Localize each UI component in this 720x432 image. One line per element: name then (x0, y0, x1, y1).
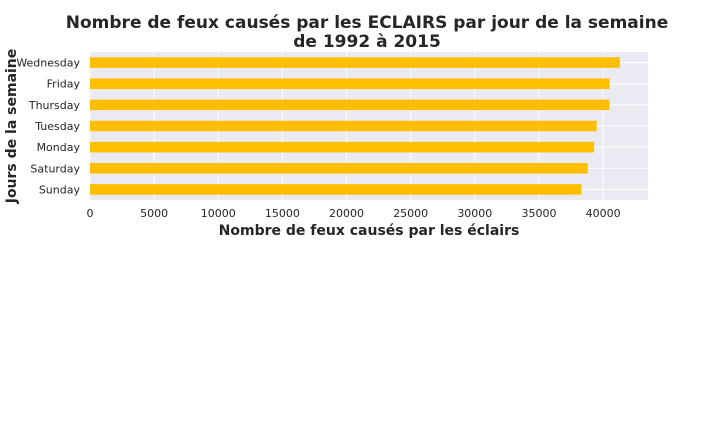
bar-friday (90, 78, 610, 89)
bar-tuesday (90, 120, 597, 132)
y-tick-labels: Wednesday Friday Thursday Tuesday Monday Satu… (16, 57, 80, 197)
bar-wednesday (90, 57, 620, 68)
x-tick-label: 20000 (329, 207, 364, 220)
chart-title-line-2: de 1992 à 2015 (293, 32, 441, 52)
y-tick-label: Saturday (30, 162, 80, 175)
x-tick-label: 25000 (393, 207, 428, 220)
x-tick-labels: 0 5000 10000 15000 20000 25000 30000 35000 40000 (87, 207, 621, 220)
bars (90, 57, 620, 195)
y-tick-label: Wednesday (16, 57, 80, 70)
x-tick-label: 40000 (586, 207, 621, 220)
y-tick-label: Thursday (28, 99, 81, 112)
bar-thursday (90, 99, 610, 111)
y-tick-label: Friday (47, 78, 81, 91)
x-tick-label: 10000 (201, 207, 236, 220)
x-tick-label: 30000 (457, 207, 492, 220)
y-tick-label: Monday (37, 141, 81, 154)
bar-saturday (90, 163, 588, 174)
x-tick-label: 35000 (521, 207, 556, 220)
x-axis-label: Nombre de feux causés par les éclairs (219, 223, 520, 239)
x-tick-label: 15000 (265, 207, 300, 220)
x-tick-label: 5000 (140, 207, 168, 220)
y-tick-label: Tuesday (34, 120, 80, 133)
bar-sunday (90, 184, 582, 195)
x-tick-label: 0 (87, 207, 94, 220)
y-axis-label: Jours de la semaine (4, 49, 20, 205)
chart-title-line-1: Nombre de feux causés par les ECLAIRS pa… (66, 13, 668, 33)
y-tick-label: Sunday (39, 183, 81, 196)
bar-monday (90, 141, 595, 153)
